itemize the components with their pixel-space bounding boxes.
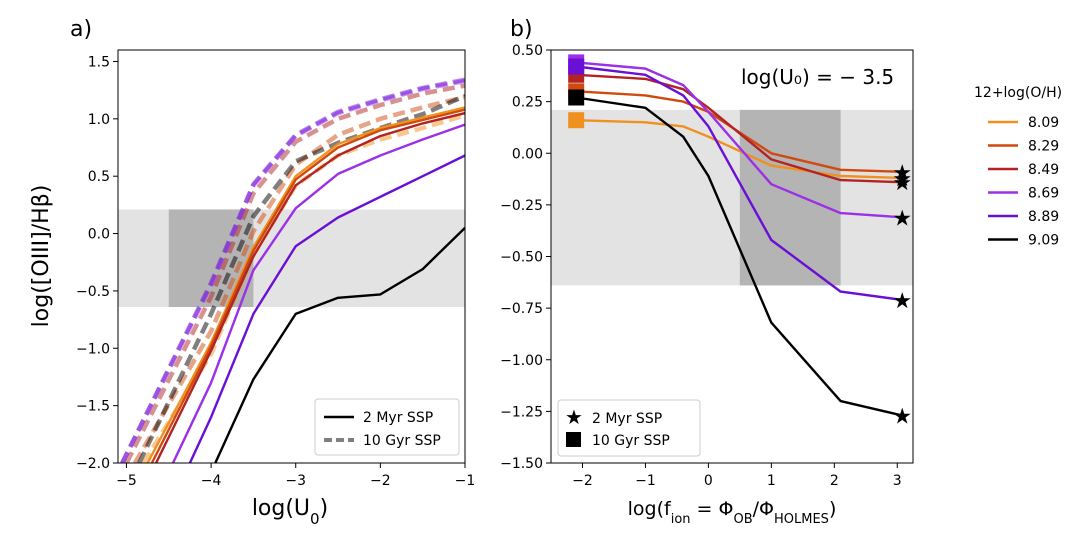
- marker-square-8-09: [568, 112, 585, 129]
- x-tick-label: 1: [767, 473, 776, 489]
- x-tick-label: −4: [201, 473, 222, 489]
- marker-square-8-89: [568, 58, 585, 75]
- series-line-9-09-dashed: [137, 93, 465, 463]
- marker-star-9-09: ★: [892, 405, 912, 430]
- y-tick-label: −1.00: [500, 353, 543, 369]
- metallicity-legend-label: 8.09: [1028, 115, 1059, 131]
- x-tick-label: −2: [572, 473, 593, 489]
- series-line-8-89-dashed: [120, 77, 465, 463]
- series-line-8-49: [155, 111, 465, 463]
- y-tick-label: −1.50: [500, 456, 543, 472]
- x-tick-label: −2: [370, 473, 391, 489]
- y-tick-label: −0.75: [500, 301, 543, 317]
- panel-a-frame: [117, 49, 466, 464]
- marker-square-9-09: [568, 89, 585, 106]
- y-tick-label: 0.5: [88, 169, 110, 185]
- series-line-8-29: [150, 108, 465, 463]
- y-tick-label: −1.0: [76, 341, 110, 357]
- legend-2myr-star-label: 2 Myr SSP: [592, 411, 662, 427]
- y-tick-label: 1.0: [88, 112, 110, 128]
- legend-10gyr-square-label: 10 Gyr SSP: [592, 433, 670, 449]
- metallicity-legend-label: 8.49: [1028, 162, 1059, 178]
- y-tick-label: 0.0: [88, 227, 110, 243]
- y-tick-label: −0.5: [76, 284, 110, 300]
- metallicity-legend: 12+log(O/H) 8.09 8.29 8.49 8.69 8.89 9.09: [974, 85, 1062, 249]
- series-line-8-89: [576, 65, 903, 302]
- panel-a-series: [120, 77, 465, 463]
- panel-b-legend: ★ 2 Myr SSP 10 Gyr SSP: [557, 399, 701, 457]
- panel-a-label: a): [70, 17, 92, 42]
- y-tick-label: −1.5: [76, 399, 110, 415]
- series-line-8-49-dashed: [124, 83, 465, 463]
- legend-10gyr-label: 10 Gyr SSP: [363, 433, 441, 449]
- marker-star-8-29: ★: [892, 161, 912, 186]
- x-tick-label: −1: [635, 473, 656, 489]
- legend-2myr-label: 2 Myr SSP: [363, 410, 433, 426]
- metallicity-legend-title: 12+log(O/H): [974, 85, 1062, 101]
- panel-b-xlabel: log(fion = ΦOB/ΦHOLMES): [628, 498, 837, 527]
- panel-a: −5 −4 −3 −2 −1 −2.0 −1.5 −1.0 −0.5 0.0 0.5 1.0 1.5 a…: [29, 17, 475, 528]
- y-tick-label: 0.25: [512, 95, 543, 111]
- x-tick-label: 3: [893, 473, 902, 489]
- x-tick-label: −5: [116, 473, 137, 489]
- panel-a-ylabel: log([OIII]/Hβ): [29, 185, 54, 328]
- panel-b-annotation: log(U₀) = − 3.5: [741, 65, 894, 89]
- b-dark-band: [739, 109, 841, 286]
- metallicity-legend-label: 9.09: [1028, 233, 1059, 249]
- series-line-8-69: [576, 61, 903, 219]
- y-tick-label: 0.00: [512, 146, 543, 162]
- series-line-8-49: [576, 73, 903, 184]
- y-tick-label: −2.0: [76, 456, 110, 472]
- y-tick-label: −0.25: [500, 198, 543, 214]
- x-tick-label: 2: [830, 473, 839, 489]
- x-tick-label: 0: [704, 473, 713, 489]
- series-line-8-09: [146, 106, 465, 463]
- legend-star-icon: ★: [565, 405, 583, 429]
- panel-b: ★★★★★★ −2 −1 0 1 2 3−1.50−1.25−1.00−0.75−0.50…: [500, 17, 914, 527]
- marker-star-8-69: ★: [892, 206, 912, 231]
- legend-square-icon: [566, 432, 581, 447]
- panel-b-series: ★★★★★★: [568, 54, 912, 430]
- x-tick-label: −3: [285, 473, 306, 489]
- marker-star-8-09: ★: [892, 167, 912, 192]
- series-line-8-89: [188, 154, 465, 463]
- series-line-8-69: [171, 123, 465, 463]
- marker-star-8-49: ★: [892, 171, 912, 196]
- y-tick-label: 1.5: [88, 54, 110, 70]
- metallicity-legend-label: 8.29: [1028, 139, 1059, 155]
- y-tick-label: −0.50: [500, 250, 543, 266]
- y-tick-label: −1.25: [500, 404, 543, 420]
- series-line-9-09: [576, 96, 903, 417]
- marker-star-8-89: ★: [892, 289, 912, 314]
- series-line-9-09: [214, 226, 465, 463]
- panel-a-xlabel: log(U0): [252, 496, 328, 528]
- x-tick-label: −1: [455, 473, 476, 489]
- y-tick-label: 0.50: [512, 43, 543, 59]
- series-line-8-09: [576, 119, 903, 180]
- metallicity-legend-label: 8.69: [1028, 186, 1059, 202]
- panel-a-legend: 2 Myr SSP 10 Gyr SSP: [314, 398, 460, 456]
- panel-b-label: b): [510, 17, 533, 42]
- metallicity-legend-label: 8.89: [1028, 209, 1059, 225]
- b-light-band: [551, 109, 913, 286]
